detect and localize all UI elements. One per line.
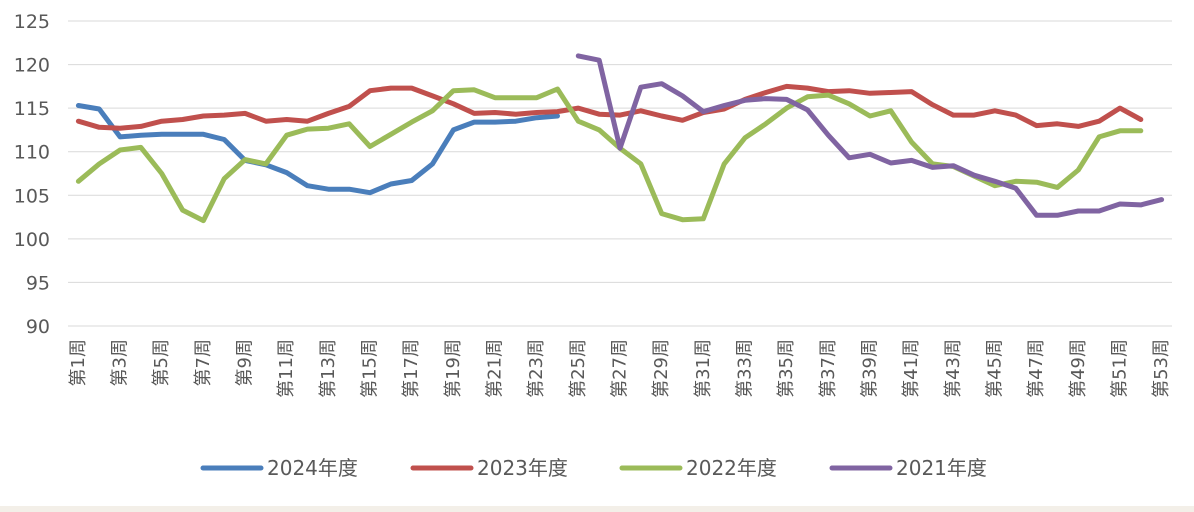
x-tick-label: 第17周	[401, 339, 422, 398]
x-tick-label: 第39周	[859, 339, 880, 398]
y-axis-ticks: 90 95 100 105 110 115 120 125	[14, 11, 50, 338]
x-axis-ticks: 第1周 第3周 第5周 第7周 第9周 第11周 第13周 第15周 第17周 第19周 第21周第…	[68, 339, 1172, 398]
x-tick-label: 第9周	[235, 339, 256, 386]
x-tick-label: 第45周	[984, 339, 1005, 398]
x-tick-label: 第51周	[1109, 339, 1130, 398]
x-tick-label: 第25周	[568, 339, 589, 398]
legend-label: 2023年度	[477, 456, 568, 480]
gridlines	[68, 20, 1172, 327]
x-tick-label: 第53周	[1151, 339, 1172, 398]
x-tick-label: 第5周	[151, 339, 172, 386]
x-tick-label: 第7周	[193, 339, 214, 386]
x-tick-label: 第47周	[1026, 339, 1047, 398]
x-tick-label: 第43周	[943, 339, 964, 398]
legend: 2024年度 2023年度 2022年度 2021年度	[200, 456, 987, 480]
y-tick-label: 95	[26, 272, 50, 294]
series-line-2021年度	[575, 53, 1165, 218]
x-tick-label: 第33周	[734, 339, 755, 398]
y-tick-label: 90	[26, 316, 50, 338]
x-tick-label: 第35周	[776, 339, 797, 398]
x-tick-label: 第15周	[360, 339, 381, 398]
x-tick-label: 第21周	[485, 339, 506, 398]
x-tick-label: 第31周	[693, 339, 714, 398]
x-tick-label: 第11周	[276, 339, 297, 398]
legend-label: 2022年度	[686, 456, 777, 480]
x-tick-label: 第49周	[1068, 339, 1089, 398]
x-tick-label: 第41周	[901, 339, 922, 398]
legend-label: 2021年度	[896, 456, 987, 480]
y-tick-label: 120	[14, 55, 50, 77]
x-tick-label: 第19周	[443, 339, 464, 398]
x-tick-label: 第3周	[110, 339, 131, 386]
y-tick-label: 110	[14, 142, 50, 164]
x-tick-label: 第37周	[818, 339, 839, 398]
x-tick-label: 第23周	[526, 339, 547, 398]
series-line-2024年度	[75, 103, 560, 196]
y-tick-label: 100	[14, 229, 50, 251]
x-tick-label: 第29周	[651, 339, 672, 398]
series-lines	[75, 53, 1165, 224]
bottom-strip	[0, 506, 1194, 512]
y-tick-label: 105	[14, 185, 50, 207]
x-tick-label: 第27周	[610, 339, 631, 398]
x-tick-label: 第13周	[318, 339, 339, 398]
y-tick-label: 115	[14, 98, 50, 120]
x-tick-label: 第1周	[68, 339, 89, 386]
y-tick-label: 125	[14, 11, 50, 33]
legend-label: 2024年度	[267, 456, 358, 480]
